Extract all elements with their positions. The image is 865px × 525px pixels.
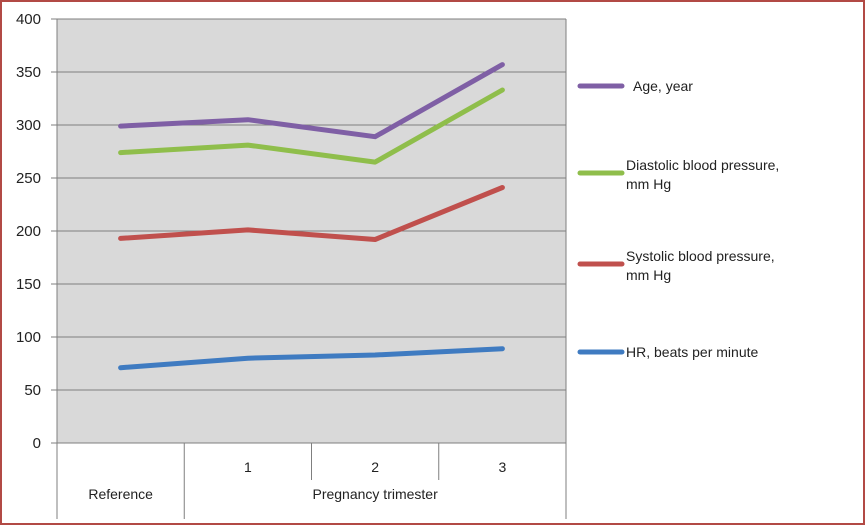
y-axis-ticks: 0 50 100 150 200 250 300 350 400 xyxy=(16,11,41,452)
series-line-1 xyxy=(118,87,505,165)
y-tick-label-400: 400 xyxy=(16,11,41,28)
y-tick-label-350: 350 xyxy=(16,64,41,81)
legend-label-0: Age, year xyxy=(633,78,693,94)
axes xyxy=(56,19,567,519)
x-group-label-0: Reference xyxy=(88,486,153,502)
x-group-label-1: Pregnancy trimester xyxy=(312,486,438,502)
x-category-label-1: 1 xyxy=(244,459,252,475)
series-lines xyxy=(118,62,505,371)
y-tick-label-100: 100 xyxy=(16,329,41,346)
legend-label-1: Diastolic blood pressure, mm Hg xyxy=(626,157,779,192)
series-line-3 xyxy=(118,346,505,371)
legend: Age, year Diastolic blood pressure, mm Hg S… xyxy=(577,78,779,360)
x-axis-categories: 1 2 3 Reference Pregnancy trimester xyxy=(88,459,506,502)
x-category-label-2: 2 xyxy=(371,459,379,475)
y-tick-label-200: 200 xyxy=(16,223,41,240)
y-tick-label-300: 300 xyxy=(16,117,41,134)
series-line-2 xyxy=(118,185,505,242)
y-tick-label-50: 50 xyxy=(24,382,41,399)
x-category-label-3: 3 xyxy=(498,459,506,475)
y-tick-label-0: 0 xyxy=(33,435,41,452)
y-tick-label-150: 150 xyxy=(16,276,41,293)
legend-label-2: Systolic blood pressure, mm Hg xyxy=(626,248,775,283)
legend-label-3: HR, beats per minute xyxy=(626,344,758,360)
y-tick-label-250: 250 xyxy=(16,170,41,187)
series-line-0 xyxy=(118,62,505,140)
